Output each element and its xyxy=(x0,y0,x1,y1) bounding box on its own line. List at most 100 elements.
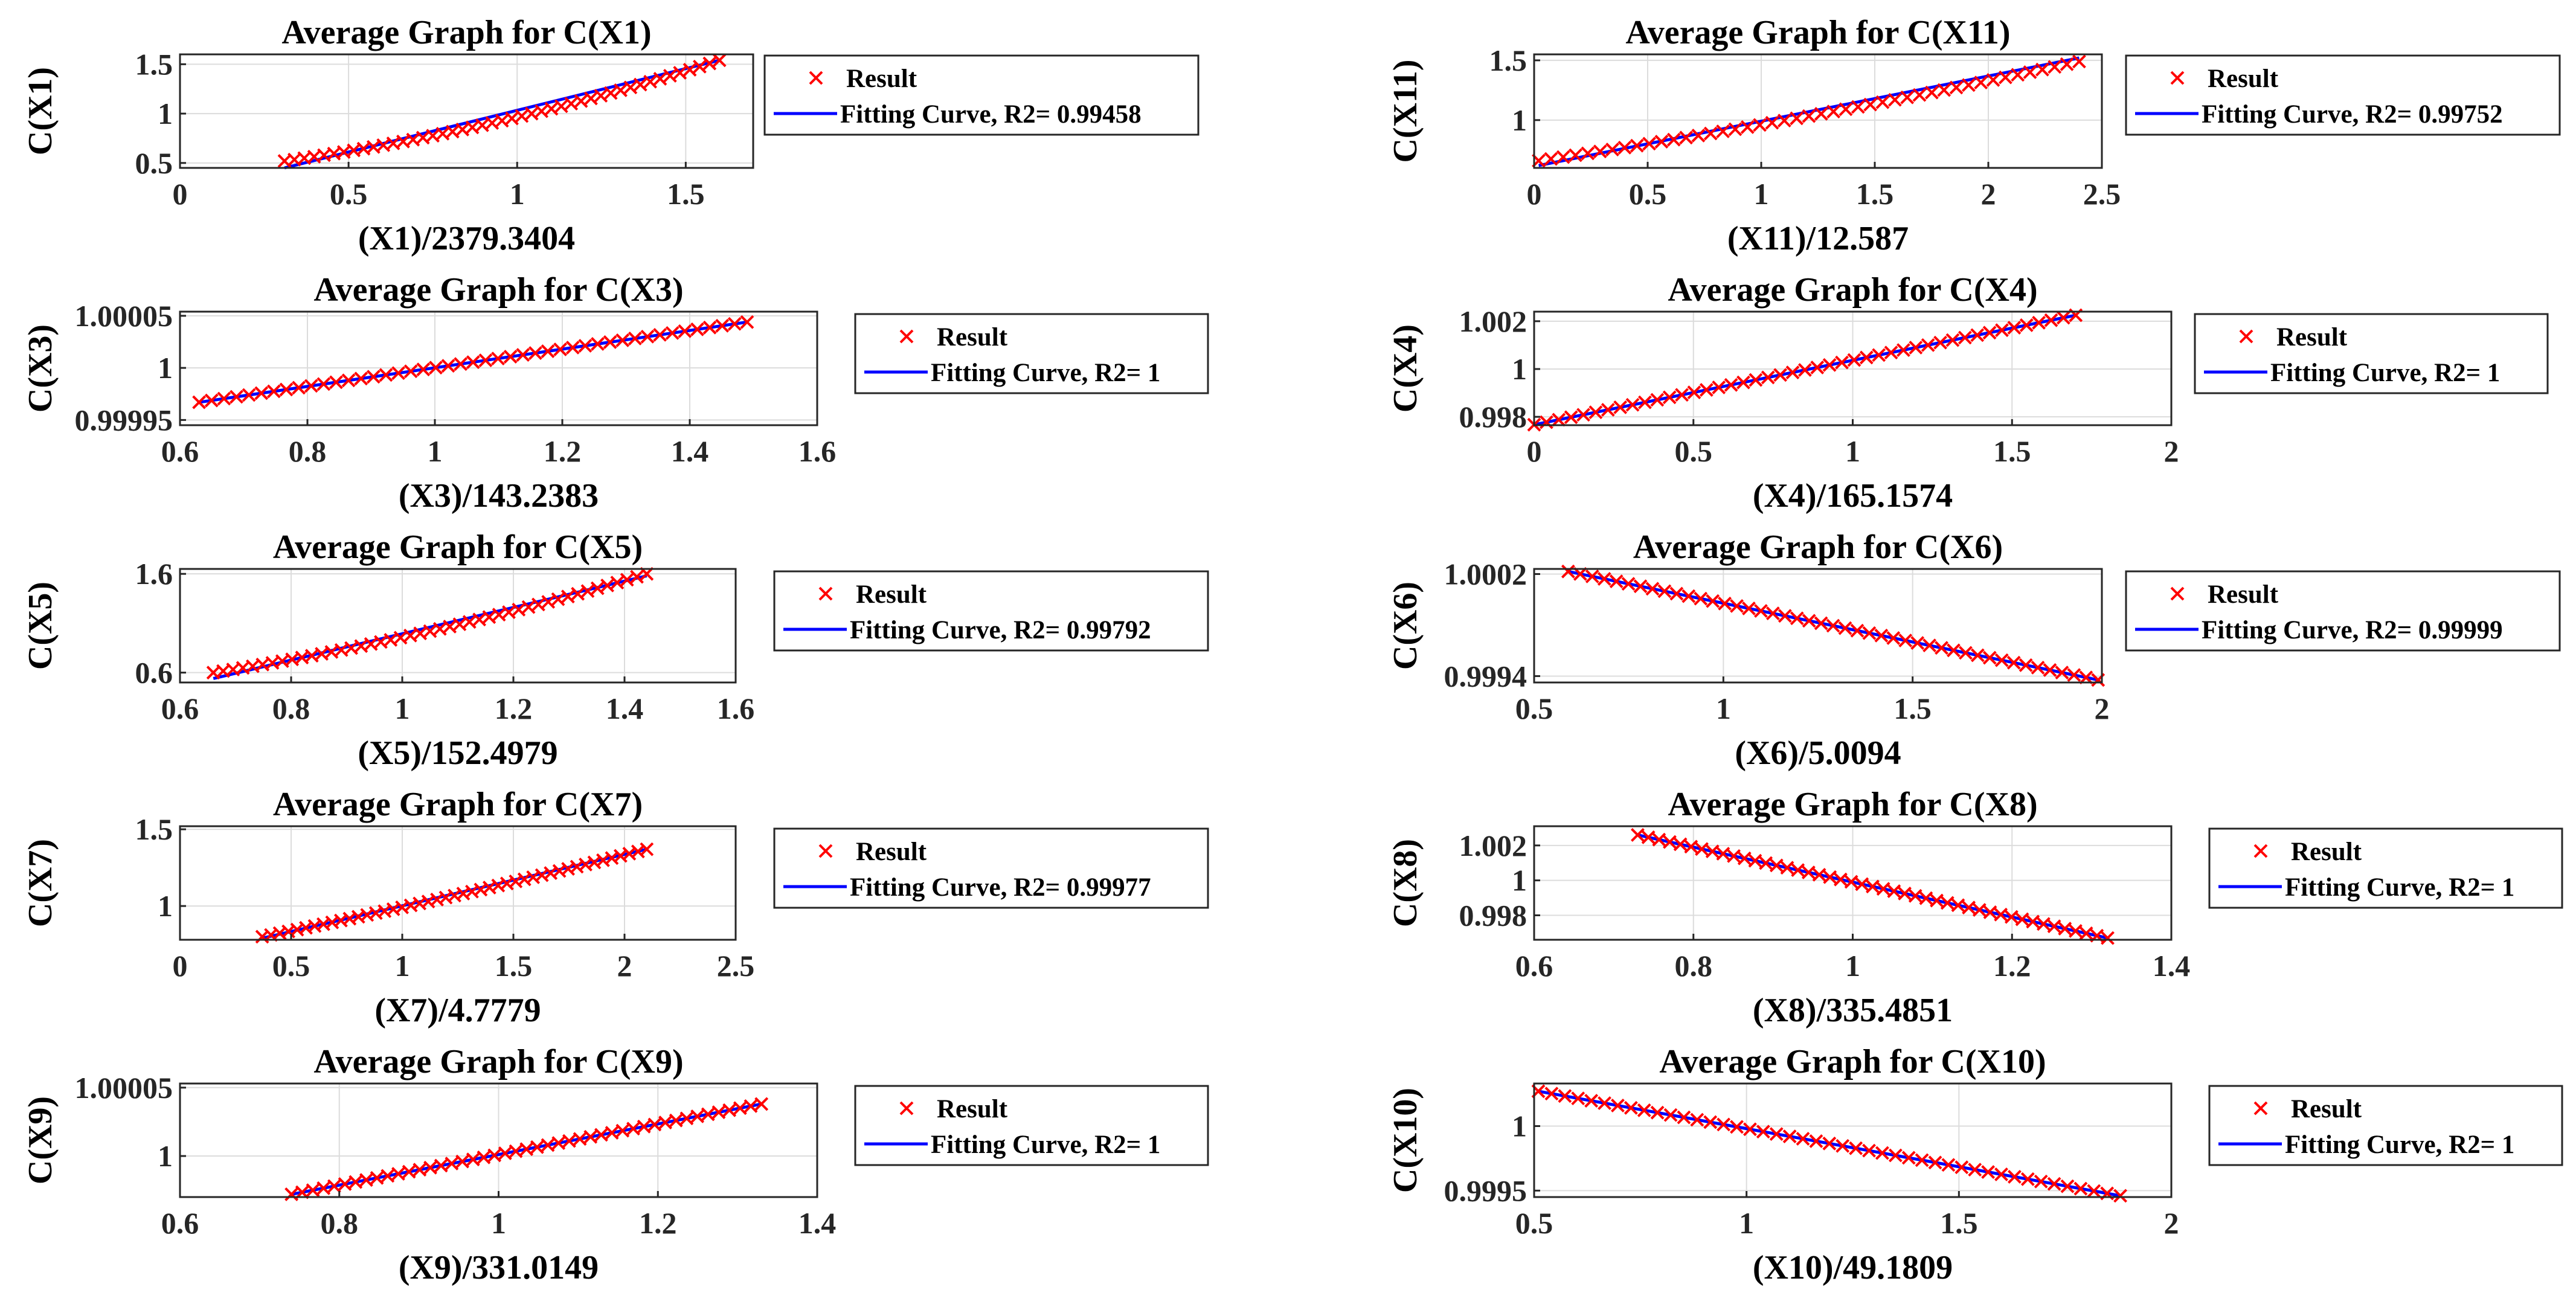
chart-x10-title: Average Graph for C(X10) xyxy=(1659,1043,2046,1080)
chart-x6-point xyxy=(1573,567,1587,581)
chart-x4-title: Average Graph for C(X4) xyxy=(1668,271,2037,309)
chart-x3-point xyxy=(379,368,393,382)
chart-x10-x-tick-label: 1.5 xyxy=(1940,1206,1978,1240)
chart-x8-point xyxy=(1759,856,1773,870)
chart-x5-point xyxy=(640,567,654,581)
chart-x10-x-tick-label: 2 xyxy=(2164,1206,2179,1240)
chart-x10-point xyxy=(1611,1099,1625,1113)
chart-x11-y-label: C(X11) xyxy=(1387,59,1424,162)
chart-x4-point xyxy=(1872,348,1886,362)
chart-x5-point xyxy=(630,570,644,584)
chart-x3-point xyxy=(242,388,256,402)
chart-x4-legend-r2-value: 1 xyxy=(2487,359,2501,387)
chart-x3-point xyxy=(304,379,318,393)
chart-x6-point xyxy=(1790,611,1804,626)
chart-x9-point xyxy=(530,1140,544,1154)
chart-x11-x-tick-label: 0 xyxy=(1527,177,1542,211)
chart-x6-point xyxy=(1778,609,1792,623)
chart-x1-point xyxy=(702,56,717,71)
chart-x6-point xyxy=(1982,650,1997,665)
chart-x8-point xyxy=(1631,828,1645,842)
chart-x5-y-tick-label: 1.6 xyxy=(135,557,173,591)
chart-x10-point xyxy=(1941,1158,1956,1172)
chart-x7-y-tick-label: 1 xyxy=(158,889,173,923)
chart-x3-point xyxy=(292,380,306,395)
chart-x9-point xyxy=(658,1116,672,1129)
chart-x3-point xyxy=(466,355,480,370)
chart-x4-point xyxy=(1662,390,1677,405)
chart-x9-point xyxy=(316,1181,331,1195)
chart-x3-point xyxy=(565,341,580,355)
chart-x4-point xyxy=(1995,323,2009,338)
chart-x4-point xyxy=(1884,345,1898,360)
chart-x4-x-tick-label: 0.5 xyxy=(1675,434,1713,468)
chart-x1-point xyxy=(603,86,618,100)
chart-x6-legend-marker xyxy=(2170,586,2185,601)
chart-x3-y-tick-label: 1 xyxy=(158,351,173,385)
chart-x5-point xyxy=(571,586,585,601)
chart-x6-legend-fit-label: Fitting Curve, R2= 0.99999 xyxy=(2202,616,2503,644)
chart-x9-point xyxy=(509,1144,523,1158)
chart-x1-point xyxy=(524,106,539,121)
chart-x4-x-tick-label: 2 xyxy=(2164,434,2179,468)
chart-x10-point xyxy=(2020,1172,2035,1186)
chart-x11-legend-result-label: Result xyxy=(2208,65,2279,93)
chart-x6-point xyxy=(1994,653,2009,667)
chart-x10-point xyxy=(1730,1120,1744,1134)
chart-x5-title: Average Graph for C(X5) xyxy=(273,528,643,566)
chart-x7-x-tick-label: 2.5 xyxy=(717,949,755,983)
chart-x10-point xyxy=(1677,1110,1691,1125)
chart-x1-axes-frame xyxy=(179,53,754,169)
chart-x10-point xyxy=(1915,1153,1929,1167)
chart-x9-point xyxy=(466,1152,480,1167)
chart-x5-point xyxy=(423,624,437,638)
chart-x4-y-tick-label: 1 xyxy=(1512,352,1527,386)
chart-x3-point xyxy=(553,342,568,356)
chart-x3-point xyxy=(366,370,381,384)
chart-x4-point xyxy=(1749,373,1763,387)
chart-x8-point xyxy=(1866,879,1880,894)
chart-x1-y-tick-label: 1 xyxy=(158,97,173,130)
chart-x1-legend-marker xyxy=(809,71,823,85)
chart-x4-point xyxy=(1687,385,1701,400)
chart-x6-point xyxy=(1838,621,1852,635)
chart-x6-point xyxy=(1814,616,1828,631)
chart-x10-point xyxy=(1650,1105,1665,1120)
chart-x11-y-tick-label: 1.5 xyxy=(1489,43,1527,77)
chart-x9-legend-r2-value: 1 xyxy=(1148,1131,1161,1159)
chart-x11-point xyxy=(1556,150,1570,164)
chart-x8-point xyxy=(1972,903,1987,917)
chart-x4-y-label: C(X4) xyxy=(1387,324,1424,413)
chart-x9-y-tick-label: 1 xyxy=(158,1139,173,1173)
chart-x9-point xyxy=(669,1113,683,1128)
chart-x5-x-tick-label: 1.2 xyxy=(495,692,533,725)
chart-x10-point xyxy=(1584,1094,1599,1108)
chart-x8-point xyxy=(2079,926,2093,940)
chart-x11-point xyxy=(1617,140,1632,155)
chart-x10-point xyxy=(1875,1146,1889,1160)
chart-x8-point xyxy=(1684,840,1698,854)
chart-x7-x-tick-label: 1 xyxy=(395,949,410,983)
chart-x8-point xyxy=(2101,931,2115,945)
chart-x3-point xyxy=(628,331,642,345)
chart-x4-point xyxy=(1921,338,1935,352)
chart-x8-point xyxy=(1705,844,1720,859)
chart-x8-point xyxy=(2026,914,2040,929)
chart-x10-point xyxy=(1796,1132,1810,1146)
chart-x6-point xyxy=(1609,574,1624,588)
chart-x11-point xyxy=(1949,80,1964,95)
chart-x4-point xyxy=(1699,383,1714,397)
chart-x10-point xyxy=(1888,1148,1903,1163)
chart-x6-point xyxy=(1826,618,1840,633)
chart-x4-point xyxy=(1822,358,1837,372)
chart-x3-title: Average Graph for C(X3) xyxy=(313,271,683,309)
chart-x10-y-label: C(X10) xyxy=(1387,1088,1424,1193)
chart-x5-point xyxy=(482,610,496,624)
chart-x11-point xyxy=(1863,97,1878,112)
chart-x10-x-tick-label: 1 xyxy=(1739,1206,1754,1240)
chart-x1-point xyxy=(693,59,707,74)
chart-x5-point xyxy=(452,617,467,632)
chart-x9-point xyxy=(605,1126,619,1140)
chart-x3-point xyxy=(354,371,368,386)
chart-x9-point xyxy=(637,1119,651,1134)
